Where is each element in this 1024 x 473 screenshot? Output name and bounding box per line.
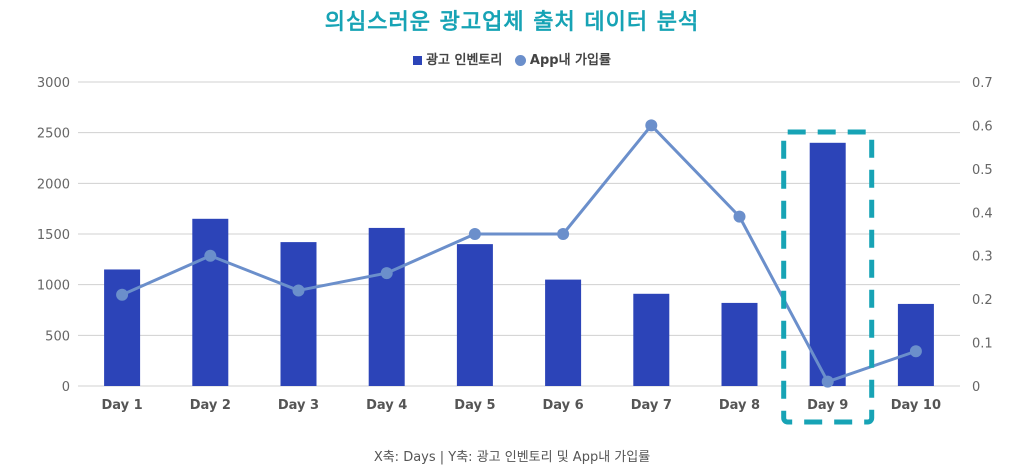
- x-tick-label: Day 3: [278, 398, 319, 413]
- bar: [192, 218, 229, 386]
- line-point: [645, 119, 658, 132]
- y-right-tick-label: 0.5: [972, 163, 993, 178]
- y-left-tick-label: 2000: [37, 177, 70, 192]
- legend-label-line: App내 가입률: [529, 53, 611, 68]
- y-left-tick-label: 1000: [37, 279, 70, 294]
- line-point: [909, 345, 922, 358]
- y-right-tick-label: 0.6: [972, 119, 993, 134]
- y-left-tick-label: 3000: [37, 76, 70, 91]
- line-point: [204, 249, 217, 262]
- line-point: [468, 228, 481, 240]
- y-right-tick-label: 0.4: [972, 206, 993, 221]
- x-tick-label: Day 1: [101, 398, 142, 413]
- y-right-tick-label: 0.1: [972, 337, 993, 352]
- bar: [280, 242, 317, 386]
- highlight-box: [781, 129, 875, 425]
- x-tick-label: Day 7: [631, 398, 672, 413]
- x-tick-label: Day 9: [807, 398, 848, 413]
- line-point: [733, 210, 746, 223]
- x-tick-label: Day 6: [542, 398, 583, 413]
- y-right-tick-label: 0.2: [972, 293, 993, 308]
- x-tick-label: Day 2: [190, 398, 231, 413]
- line-point: [557, 228, 570, 240]
- x-tick-label: Day 8: [719, 398, 760, 413]
- series-line: [121, 123, 917, 384]
- y-left-tick-label: 2500: [37, 127, 70, 142]
- line-point: [380, 267, 393, 280]
- y-left-tick-label: 0: [62, 380, 70, 395]
- bar: [897, 303, 934, 386]
- y-right-tick-label: 0.3: [972, 250, 993, 265]
- x-tick-label: Day 5: [454, 398, 495, 413]
- y-left-tick-label: 500: [45, 329, 70, 344]
- legend-swatch-bar: [413, 56, 423, 65]
- x-tick-label: Day 4: [366, 398, 407, 413]
- bar: [721, 302, 758, 386]
- axis-caption: X축: Days | Y축: 광고 인벤토리 및 App내 가입률: [373, 450, 651, 465]
- legend-item-line: App내 가입률: [514, 49, 611, 68]
- bar: [809, 142, 846, 386]
- line-point: [292, 284, 305, 297]
- legend-label-bars: 광고 인벤토리: [426, 53, 503, 68]
- bar: [633, 293, 670, 386]
- bar: [104, 269, 141, 386]
- bar: [368, 227, 405, 386]
- x-tick-label: Day 10: [891, 398, 941, 413]
- line-point: [116, 288, 129, 301]
- y-right-tick-label: 0: [972, 380, 980, 395]
- bar: [456, 244, 493, 386]
- y-left-tick-label: 1500: [37, 228, 70, 243]
- bar: [545, 279, 582, 386]
- legend-swatch-line: [514, 55, 526, 66]
- legend-item-bars: 광고 인벤토리: [413, 49, 502, 68]
- line-point: [821, 375, 834, 388]
- y-right-tick-label: 0.7: [972, 76, 993, 91]
- chart-title: 의심스러운 광고업체 출처 데이터 분석: [324, 10, 700, 35]
- legend: 광고 인벤토리 App내 가입률: [0, 49, 1024, 68]
